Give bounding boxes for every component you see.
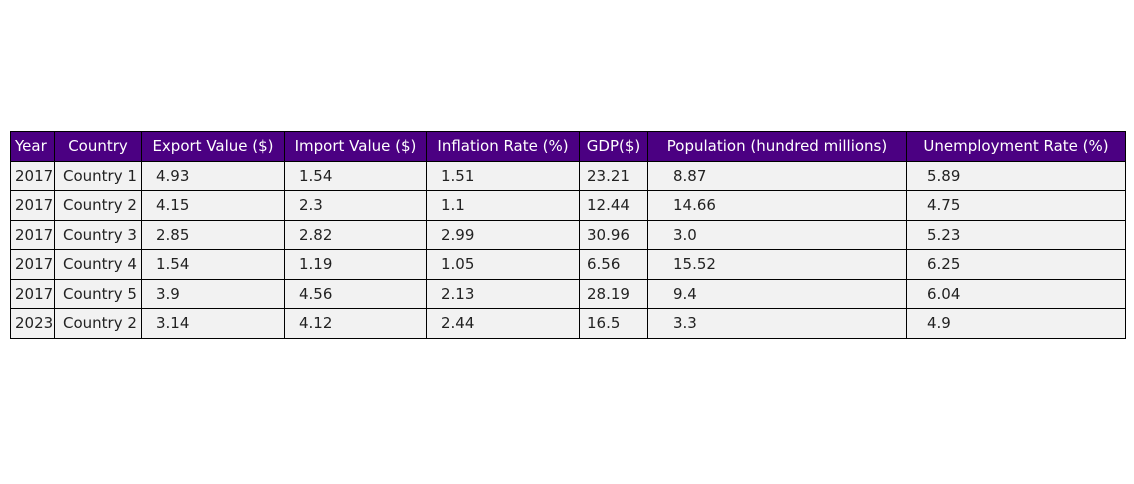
table-cell-export-value: 4.15 [141, 190, 285, 221]
table-cell-unemployment-rate: 4.9 [906, 308, 1126, 339]
table-cell-export-value: 3.14 [141, 308, 285, 339]
table-cell-gdp: 6.56 [579, 249, 648, 280]
data-table-container: Year Country Export Value ($) Import Value … [10, 131, 1126, 339]
header-row: Year Country Export Value ($) Import Value … [10, 131, 1126, 162]
table-row: 2023 Country 2 3.14 4.12 2.44 16.5 3.3 4.9 [10, 308, 1126, 339]
table-cell-country: Country 4 [54, 249, 142, 280]
table-cell-gdp: 12.44 [579, 190, 648, 221]
table-cell-country: Country 1 [54, 160, 142, 191]
table-cell-import-value: 4.12 [284, 308, 427, 339]
table-cell-gdp: 23.21 [579, 160, 648, 191]
table-cell-year: 2017 [10, 278, 55, 309]
header-cell-country: Country [54, 131, 142, 162]
table-cell-unemployment-rate: 6.25 [906, 249, 1126, 280]
table-cell-population-hundred-millions: 9.4 [647, 278, 907, 309]
table-cell-country: Country 2 [54, 308, 142, 339]
table-cell-import-value: 4.56 [284, 278, 427, 309]
table-cell-country: Country 3 [54, 219, 142, 250]
table-row: 2017 Country 3 2.85 2.82 2.99 30.96 3.0 5.23 [10, 219, 1126, 250]
table-cell-gdp: 30.96 [579, 219, 648, 250]
table-cell-import-value: 1.54 [284, 160, 427, 191]
table-cell-inflation-rate: 2.99 [426, 219, 580, 250]
table-cell-export-value: 2.85 [141, 219, 285, 250]
table-cell-population-hundred-millions: 14.66 [647, 190, 907, 221]
header-cell-population-hundred-millions: Population (hundred millions) [647, 131, 907, 162]
table-cell-export-value: 3.9 [141, 278, 285, 309]
table-cell-country: Country 5 [54, 278, 142, 309]
table-cell-inflation-rate: 1.1 [426, 190, 580, 221]
header-cell-export-value: Export Value ($) [141, 131, 285, 162]
table-cell-export-value: 1.54 [141, 249, 285, 280]
table-cell-unemployment-rate: 4.75 [906, 190, 1126, 221]
header-cell-inflation-rate: Inflation Rate (%) [426, 131, 580, 162]
table-header: Year Country Export Value ($) Import Value … [10, 131, 1126, 162]
header-cell-year: Year [10, 131, 55, 162]
table-cell-gdp: 28.19 [579, 278, 648, 309]
header-cell-gdp: GDP($) [579, 131, 648, 162]
table-cell-inflation-rate: 1.05 [426, 249, 580, 280]
table-cell-year: 2017 [10, 190, 55, 221]
header-cell-import-value: Import Value ($) [284, 131, 427, 162]
table-cell-year: 2017 [10, 160, 55, 191]
table-cell-inflation-rate: 2.44 [426, 308, 580, 339]
table-cell-year: 2017 [10, 219, 55, 250]
table-row: 2017 Country 2 4.15 2.3 1.1 12.44 14.66 4.75 [10, 190, 1126, 221]
table-cell-export-value: 4.93 [141, 160, 285, 191]
table-cell-year: 2017 [10, 249, 55, 280]
header-cell-unemployment-rate: Unemployment Rate (%) [906, 131, 1126, 162]
table-cell-import-value: 1.19 [284, 249, 427, 280]
table-cell-population-hundred-millions: 3.0 [647, 219, 907, 250]
table-cell-import-value: 2.3 [284, 190, 427, 221]
table-cell-import-value: 2.82 [284, 219, 427, 250]
data-table: Year Country Export Value ($) Import Value … [10, 131, 1126, 339]
table-cell-unemployment-rate: 6.04 [906, 278, 1126, 309]
table-cell-unemployment-rate: 5.89 [906, 160, 1126, 191]
table-cell-country: Country 2 [54, 190, 142, 221]
table-cell-population-hundred-millions: 15.52 [647, 249, 907, 280]
table-cell-year: 2023 [10, 308, 55, 339]
table-cell-unemployment-rate: 5.23 [906, 219, 1126, 250]
table-cell-inflation-rate: 1.51 [426, 160, 580, 191]
table-cell-inflation-rate: 2.13 [426, 278, 580, 309]
table-row: 2017 Country 5 3.9 4.56 2.13 28.19 9.4 6.04 [10, 278, 1126, 309]
table-cell-population-hundred-millions: 8.87 [647, 160, 907, 191]
table-cell-population-hundred-millions: 3.3 [647, 308, 907, 339]
table-row: 2017 Country 1 4.93 1.54 1.51 23.21 8.87 5.89 [10, 160, 1126, 191]
table-row: 2017 Country 4 1.54 1.19 1.05 6.56 15.52 6.25 [10, 249, 1126, 280]
table-cell-gdp: 16.5 [579, 308, 648, 339]
table-body: 2017 Country 1 4.93 1.54 1.51 23.21 8.87 5.89 20… [10, 160, 1126, 339]
